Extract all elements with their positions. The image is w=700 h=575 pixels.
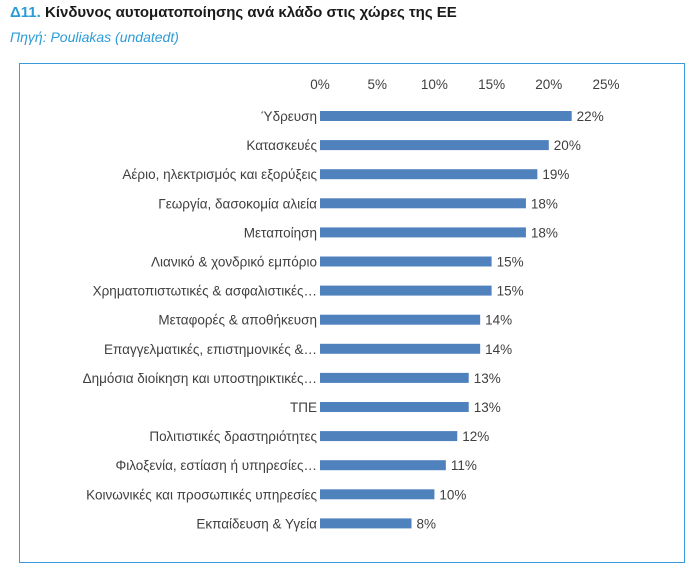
bar-value-label: 15% [497, 284, 524, 299]
bar [320, 489, 435, 500]
category-label: Πολιτιστικές δραστηριότητες [149, 429, 317, 444]
bar-value-label: 19% [542, 167, 569, 182]
chart-frame: 0% 5% 10% 15% 20% 25% Ύδρευση Κατασκευές Αέριο,… [19, 63, 685, 563]
x-tick-label: 10% [421, 77, 448, 92]
bar [320, 256, 492, 267]
category-label: Λιανικό & χονδρικό εμπόριο [151, 255, 317, 270]
bar [320, 227, 526, 238]
category-label: Ύδρευση [261, 109, 317, 124]
bar [320, 431, 458, 442]
bar [320, 460, 446, 471]
bar-value-label: 8% [417, 516, 437, 531]
bar-chart: 0% 5% 10% 15% 20% 25% Ύδρευση Κατασκευές Αέριο,… [83, 77, 620, 531]
bar-value-label: 15% [497, 255, 524, 270]
bar [320, 343, 481, 354]
category-label: ΤΠΕ [290, 400, 317, 415]
category-label: Εκπαίδευση & Υγεία [196, 516, 317, 531]
category-label: Δημόσια διοίκηση και υποστηρικτικές… [83, 371, 317, 386]
x-tick-label: 0% [310, 77, 330, 92]
category-label: Φιλοξενία, εστίαση ή υπηρεσίες… [115, 458, 317, 473]
x-tick-label: 5% [367, 77, 387, 92]
bar [320, 285, 492, 296]
figure-heading: Δ11. Κίνδυνος αυτοματοποίησης ανά κλάδο … [10, 4, 457, 21]
category-label: Επαγγελματικές, επιστημονικές &… [104, 342, 317, 357]
chart-title: Κίνδυνος αυτοματοποίησης ανά κλάδο στις … [44, 4, 457, 21]
bar-value-label: 18% [531, 196, 558, 211]
bar-value-label: 10% [439, 487, 466, 502]
bar [320, 111, 572, 121]
bar-value-label: 13% [474, 371, 501, 386]
bar-value-label: 12% [462, 429, 489, 444]
category-label: Μεταποίηση [244, 225, 317, 240]
bar-value-label: 22% [577, 109, 604, 124]
x-axis: 0% 5% 10% 15% 20% 25% [310, 77, 619, 92]
x-tick-label: 15% [478, 77, 505, 92]
category-label: Χρηματοπιστωτικές & ασφαλιστικές… [93, 284, 317, 299]
category-label: Γεωργία, δασοκομία αλιεία [158, 196, 317, 211]
bar [320, 314, 481, 325]
bar-value-label: 13% [474, 400, 501, 415]
category-axis: Ύδρευση Κατασκευές Αέριο, ηλεκτρισμός και … [83, 109, 318, 531]
x-tick-label: 20% [535, 77, 562, 92]
bar [320, 198, 526, 209]
bar-value-label: 14% [485, 313, 512, 328]
bar-value-label: 11% [451, 458, 477, 473]
bar-value-label: 20% [554, 138, 581, 153]
bar-value-label: 14% [485, 342, 512, 357]
bar [320, 518, 412, 529]
bar [320, 402, 469, 412]
bar [320, 372, 469, 383]
bar-series [320, 111, 572, 529]
x-tick-label: 25% [592, 77, 619, 92]
chart-source: Πηγή: Pouliakas (undatedt) [10, 29, 179, 45]
figure-number: Δ11. [10, 4, 41, 21]
category-label: Αέριο, ηλεκτρισμός και εξορύξεις [122, 167, 317, 182]
bar-value-label: 18% [531, 225, 558, 240]
data-labels: 22% 20% 19% 18% 18% 15% 15% 14% 14% 13% 13% 12% 11% 1… [417, 109, 604, 531]
bar [320, 169, 538, 180]
bar [320, 140, 549, 151]
category-label: Κατασκευές [246, 138, 317, 153]
category-label: Κοινωνικές και προσωπικές υπηρεσίες [86, 487, 317, 502]
category-label: Μεταφορές & αποθήκευση [158, 313, 317, 328]
